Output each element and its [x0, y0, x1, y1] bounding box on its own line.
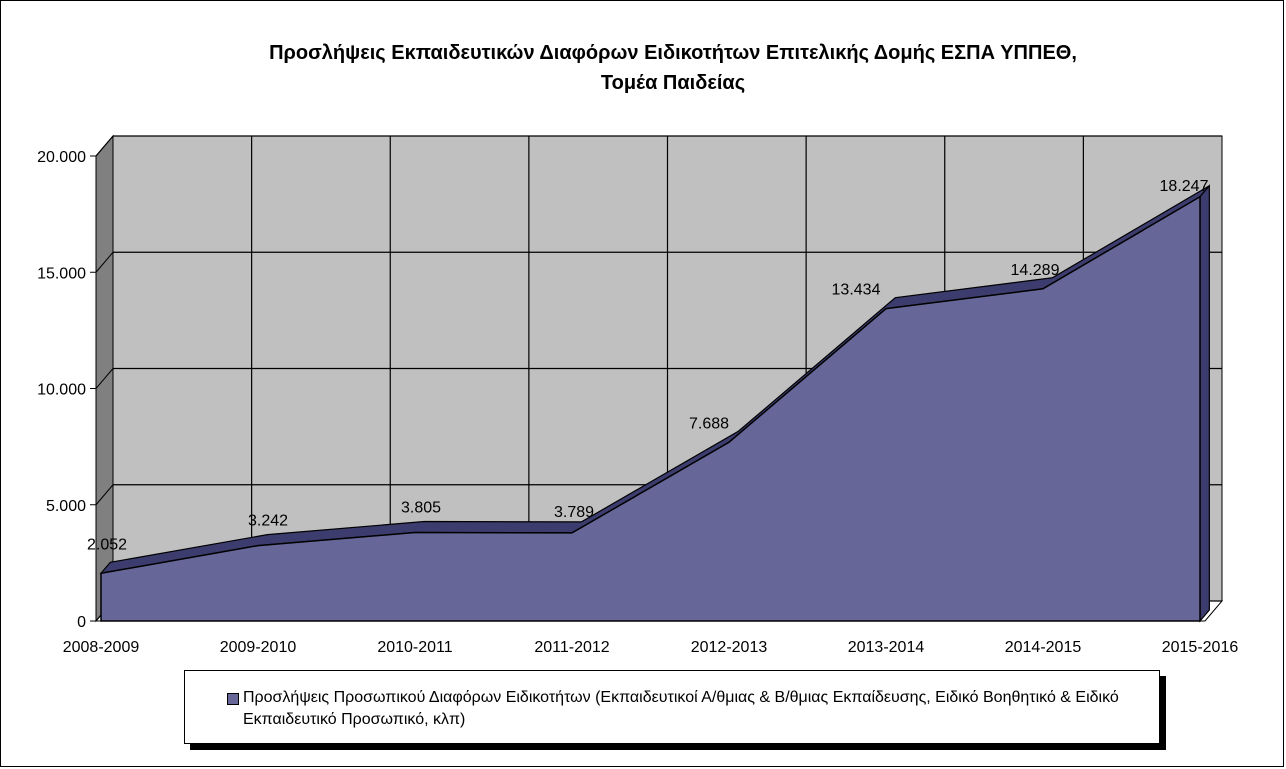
legend-swatch: [227, 693, 239, 705]
y-tick-label: 0: [77, 614, 86, 631]
y-tick-label: 15.000: [37, 265, 86, 282]
x-tick-label: 2009-2010: [220, 639, 297, 656]
data-label: 2.052: [87, 536, 127, 553]
y-tick-label: 10.000: [37, 382, 86, 399]
data-label: 14.289: [1011, 262, 1060, 279]
x-tick-label: 2008-2009: [63, 639, 140, 656]
area-series: [100, 195, 1201, 622]
x-tick-label: 2011-2012: [534, 639, 609, 656]
y-gridline-side: [95, 368, 114, 389]
data-label: 18.247: [1160, 178, 1209, 195]
x-tick-label: 2012-2013: [691, 639, 768, 656]
y-gridline-side: [95, 135, 114, 157]
x-tick-label: 2010-2011: [377, 639, 452, 656]
x-tick-label: 2014-2015: [1005, 639, 1082, 656]
data-label: 3.805: [401, 500, 441, 517]
y-gridline-side: [95, 251, 114, 273]
area-side-face: [1199, 184, 1210, 623]
legend-label: Προσλήψεις Προσωπικού Διαφόρων Ειδικοτήτ…: [243, 689, 1119, 728]
y-tick-label: 5.000: [46, 498, 86, 515]
y-tick-label: 20.000: [37, 149, 86, 166]
chart-title-line-2: Τομέα Παιδείας: [600, 72, 746, 94]
x-tick-label: 2013-2014: [848, 639, 925, 656]
legend: Προσλήψεις Προσωπικού Διαφόρων Ειδικοτήτ…: [184, 670, 1160, 744]
data-label: 7.688: [689, 415, 729, 432]
y-gridline-side: [95, 484, 114, 506]
data-label: 13.434: [832, 282, 881, 299]
chart-title: Προσλήψεις Εκπαιδευτικών Διαφόρων Ειδικο…: [0, 38, 1286, 98]
x-tick-label: 2015-2016: [1162, 639, 1239, 656]
chart-title-line-1: Προσλήψεις Εκπαιδευτικών Διαφόρων Ειδικο…: [269, 42, 1077, 64]
data-label: 3.242: [248, 513, 288, 530]
data-label: 3.789: [554, 504, 594, 521]
